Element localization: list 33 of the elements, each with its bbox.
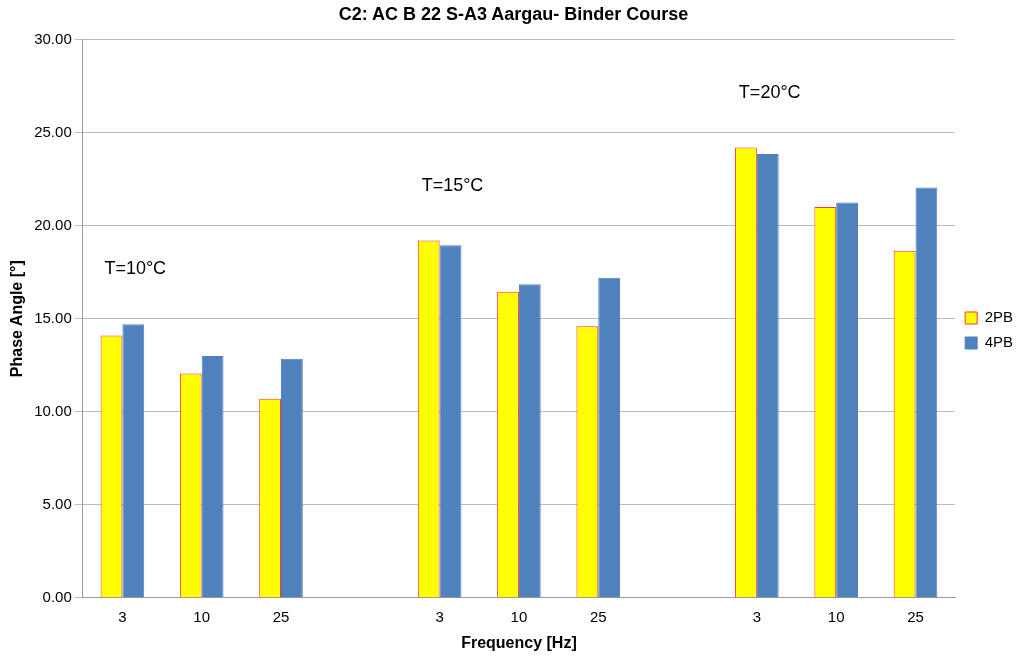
bar	[122, 324, 145, 598]
bar	[439, 245, 462, 598]
y-axis-title: Phase Angle [°]	[8, 260, 26, 378]
bar	[281, 358, 303, 598]
bar	[915, 187, 938, 598]
x-tick-label: 25	[589, 607, 607, 625]
bar	[836, 202, 858, 598]
annotation: T=20°C	[738, 81, 801, 102]
legend-label: 2PB	[984, 308, 1014, 326]
x-tick-label: 3	[752, 607, 762, 625]
y-tick-label: 0.00	[42, 587, 72, 605]
x-tick-label: 3	[435, 607, 444, 625]
chart-title: C2: AC B 22 S-A3 Aargau- Binder Course	[338, 3, 689, 24]
bar	[598, 277, 621, 598]
x-tick-label: 10	[827, 607, 845, 625]
x-tick-label: 10	[193, 607, 211, 625]
legend-label: 4PB	[984, 333, 1014, 351]
bar	[756, 154, 779, 598]
x-tick-label: 25	[272, 607, 290, 625]
y-tick-label: 15.00	[34, 308, 72, 326]
x-tick-label: 10	[510, 607, 528, 625]
bar	[201, 355, 224, 598]
annotation: T=15°C	[421, 174, 484, 195]
x-axis-title: Frequency [Hz]	[461, 633, 577, 651]
x-tick-label: 25	[907, 607, 924, 625]
x-tick-label: 3	[118, 607, 127, 625]
annotation: T=10°C	[104, 258, 167, 279]
bar	[518, 284, 541, 598]
y-tick-label: 10.00	[34, 401, 72, 419]
y-tick-label: 30.00	[34, 29, 72, 47]
y-tick-label: 20.00	[34, 215, 72, 233]
y-tick-label: 5.00	[42, 494, 72, 512]
y-tick-label: 25.00	[34, 122, 72, 140]
